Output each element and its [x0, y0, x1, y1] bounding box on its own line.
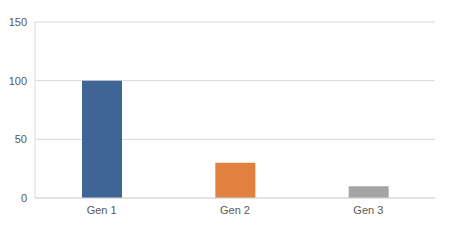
svg-text:Gen 2: Gen 2	[220, 204, 250, 216]
svg-text:100: 100	[9, 75, 27, 87]
svg-text:0: 0	[21, 192, 27, 204]
svg-text:Gen 1: Gen 1	[87, 204, 117, 216]
svg-text:Gen 3: Gen 3	[353, 204, 383, 216]
svg-text:50: 50	[15, 133, 27, 145]
svg-text:150: 150	[9, 16, 27, 28]
